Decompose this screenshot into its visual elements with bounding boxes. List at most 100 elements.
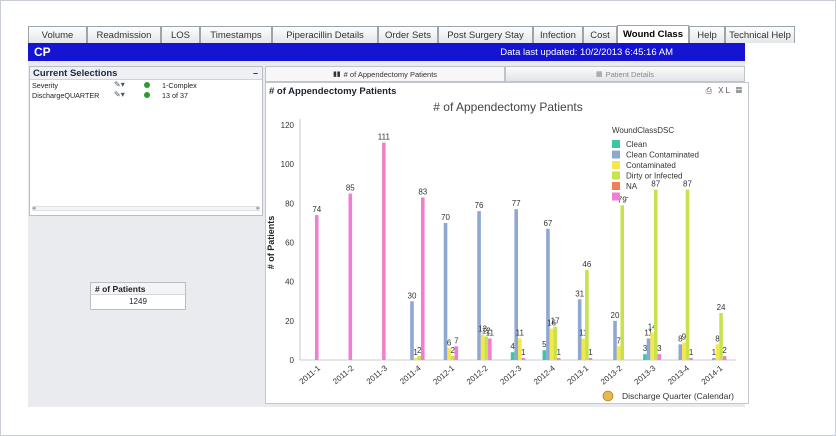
bar: [643, 354, 647, 360]
tab-timestamps[interactable]: Timestamps: [200, 26, 272, 43]
chart-panel-title: # of Appendectomy Patients: [269, 86, 397, 97]
y-tick-label: 120: [281, 121, 295, 130]
data-label: 5: [542, 340, 547, 349]
data-label: 11: [486, 328, 495, 337]
data-label: 11: [644, 328, 653, 337]
patients-count-value: 1249: [129, 297, 147, 306]
bar: [314, 215, 319, 360]
bar: [577, 299, 582, 360]
legend-swatch: [612, 150, 620, 159]
bar: [450, 356, 455, 360]
lock-status-icon: [144, 92, 150, 98]
bar: [410, 301, 414, 360]
bar: [477, 211, 481, 360]
tab-los[interactable]: LOS: [161, 26, 200, 43]
selection-value: 1-Complex: [162, 81, 197, 90]
bar: [542, 350, 547, 360]
horizontal-scrollbar[interactable]: ◂ ▸: [32, 205, 260, 212]
data-label: 20: [611, 311, 620, 320]
y-tick-label: 100: [281, 160, 295, 169]
x-tick-label: 2013-1: [565, 363, 590, 386]
bar: [616, 346, 621, 360]
tab-cost[interactable]: Cost: [583, 26, 617, 43]
chart-tools-icons[interactable]: ⎙ XL ▦: [705, 86, 744, 95]
tab-wound-class[interactable]: Wound Class: [617, 25, 689, 43]
tab-help[interactable]: Help: [689, 26, 725, 43]
tab-post-surgery-stay[interactable]: Post Surgery Stay: [438, 26, 533, 43]
bar: [588, 358, 593, 360]
data-label: 7: [616, 336, 621, 345]
data-label: 67: [543, 219, 552, 228]
x-tick-label: 2012-2: [465, 363, 490, 386]
bar: [682, 342, 686, 360]
tab-infection[interactable]: Infection: [533, 26, 583, 43]
bar: [556, 358, 561, 360]
bar: [549, 328, 554, 360]
legend-title: WoundClassDSC: [612, 126, 674, 135]
bar: [722, 356, 727, 360]
legend-label: Dirty or Infected: [626, 172, 682, 181]
scroll-left-icon[interactable]: ◂: [32, 205, 36, 212]
legend-swatch: [612, 171, 620, 180]
current-selections-title: Current Selections: [33, 68, 118, 79]
eraser-icon[interactable]: ✎▾: [114, 90, 125, 99]
bar: [413, 358, 418, 360]
selection-row[interactable]: Severity ✎▾ 1-Complex: [30, 80, 262, 90]
tab-volume[interactable]: Volume: [28, 26, 87, 43]
minimize-icon[interactable]: –: [252, 68, 258, 78]
bar: [447, 348, 451, 360]
y-axis-label: # of Patients: [266, 216, 276, 270]
tab-patient-details[interactable]: ▦ Patient Details: [505, 66, 745, 82]
x-tick-label: 2013-4: [666, 363, 691, 386]
x-tick-label: 2012-4: [532, 363, 557, 386]
tab-readmission[interactable]: Readmission: [87, 26, 161, 43]
x-tick-label: 2011-1: [298, 363, 323, 386]
patients-count-box: # of Patients 1249: [90, 282, 186, 310]
data-label: 85: [346, 184, 355, 193]
selection-row[interactable]: DischargeQUARTER ✎▾ 13 of 37: [30, 90, 262, 100]
data-label: 11: [516, 328, 525, 337]
data-label: 70: [441, 213, 450, 222]
data-label: 79: [618, 195, 627, 204]
bar: [613, 320, 617, 360]
bar: [454, 346, 459, 360]
app-title: CP: [34, 45, 51, 59]
data-label: 74: [312, 205, 321, 214]
bar: [620, 205, 625, 360]
data-label: 17: [551, 317, 560, 326]
data-label: 24: [717, 303, 726, 312]
tab-piperacillin-details[interactable]: Piperacillin Details: [272, 26, 378, 43]
data-label: 1: [521, 348, 526, 357]
bar: [488, 338, 492, 360]
eraser-icon[interactable]: ✎▾: [114, 80, 125, 89]
data-label: 1: [588, 348, 593, 357]
tab-appendectomy-chart[interactable]: ▮▮ # of Appendectomy Patients: [265, 66, 505, 82]
scroll-right-icon[interactable]: ▸: [256, 205, 260, 212]
tab-label: Patient Details: [605, 69, 654, 79]
data-label: 16: [547, 319, 556, 328]
legend-swatch: [612, 161, 620, 169]
bar: [650, 332, 654, 360]
bar: [484, 336, 489, 360]
data-label: 1: [557, 348, 562, 357]
legend-label: Contaminated: [626, 161, 676, 170]
data-label: 12: [482, 327, 491, 336]
data-label: 2: [722, 346, 727, 355]
tab-technical-help[interactable]: Technical Help: [725, 26, 795, 43]
sheet-tab-bar: Volume Readmission LOS Timestamps Piperacill…: [28, 25, 795, 43]
bar: [678, 344, 683, 360]
data-label: 13: [478, 325, 487, 334]
bar: [689, 358, 693, 360]
bar: [715, 344, 720, 360]
legend-label: NA: [626, 182, 638, 191]
bar: [646, 338, 651, 360]
bar: [420, 197, 425, 360]
bar: [546, 228, 550, 360]
tab-order-sets[interactable]: Order Sets: [378, 26, 438, 43]
selection-field: Severity: [32, 81, 58, 90]
bar: [657, 354, 662, 360]
data-label: 14: [648, 323, 657, 332]
bar: [553, 326, 557, 360]
x-axis-label: Discharge Quarter (Calendar): [622, 391, 734, 401]
bar: [653, 189, 658, 360]
